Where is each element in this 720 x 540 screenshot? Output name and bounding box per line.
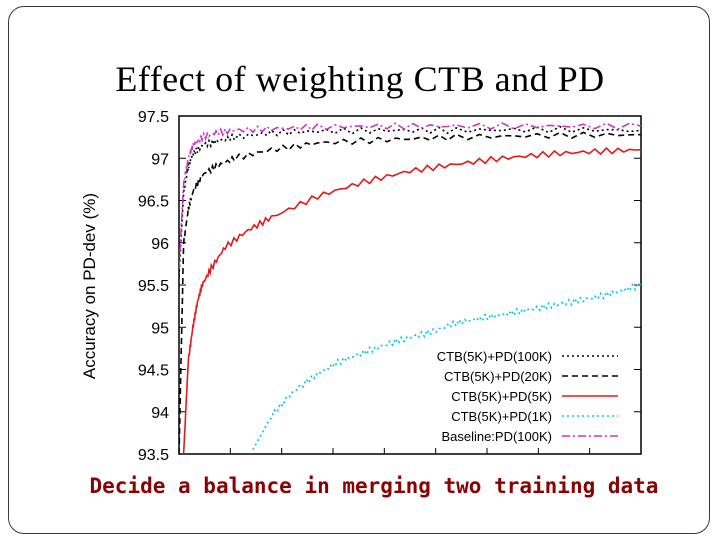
y-tick-label: 97 — [151, 151, 169, 168]
y-tick-label: 95 — [151, 320, 169, 337]
y-tick-label: 96.5 — [138, 194, 169, 211]
y-tick-label: 97.5 — [138, 109, 169, 126]
series-line-3 — [182, 146, 641, 454]
legend-label: CTB(5K)+PD(20K) — [444, 369, 552, 384]
y-tick-label: 95.5 — [138, 278, 169, 295]
slide-title: Effect of weighting CTB and PD — [115, 59, 605, 99]
legend-label: CTB(5K)+PD(100K) — [437, 349, 552, 364]
y-tick-label: 94.5 — [138, 363, 169, 380]
series-line-5 — [179, 122, 641, 269]
legend: CTB(5K)+PD(100K) CTB(5K)+PD(20K) CTB(5K)+P… — [437, 349, 618, 444]
legend-label: Baseline:PD(100K) — [441, 429, 552, 444]
series-group — [179, 122, 641, 454]
y-tick-label: 96 — [151, 236, 169, 253]
y-axis: 93.5 94 94.5 95 95.5 96 96.5 97 97.5 — [138, 109, 641, 464]
y-axis-label: Accuracy on PD-dev (%) — [80, 193, 99, 379]
y-tick-label: 93.5 — [138, 447, 169, 464]
legend-label: CTB(5K)+PD(5K) — [451, 389, 552, 404]
series-line-4 — [252, 282, 641, 451]
slide-caption: Decide a balance in merging two training… — [89, 474, 659, 498]
legend-label: CTB(5K)+PD(1K) — [451, 409, 552, 424]
y-tick-label: 94 — [151, 405, 169, 422]
series-line-1 — [179, 125, 641, 277]
plot-frame — [178, 115, 642, 455]
